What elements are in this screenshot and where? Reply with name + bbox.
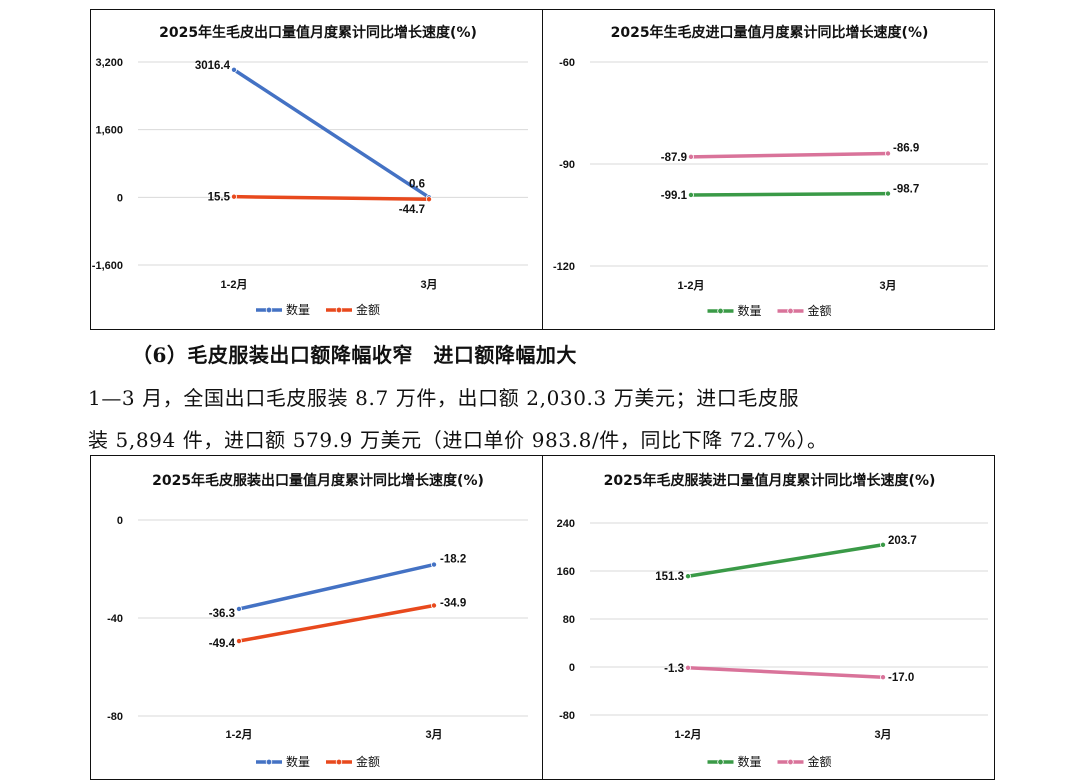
- series-line-1: [237, 603, 436, 643]
- data-point: [230, 193, 237, 200]
- series-line-1: [232, 194, 431, 201]
- chart-raw-fur-export: 2025年生毛皮出口量值月度累计同比增长速度(%) 3,200 1,600 0 -1,6…: [90, 9, 544, 330]
- legend-label: 数量: [738, 754, 762, 769]
- data-label: -44.7: [399, 204, 425, 216]
- legend-marker: [717, 758, 724, 766]
- legend-label: 数量: [286, 302, 310, 317]
- series-line-0: [232, 68, 431, 200]
- series-line-1: [686, 666, 885, 679]
- data-label: 0.6: [409, 178, 425, 190]
- chart-title: 2025年生毛皮进口量值月度累计同比增长速度(%): [611, 24, 929, 41]
- x-tick-label: 3月: [874, 728, 891, 741]
- series-line-0: [689, 191, 890, 197]
- paragraph-line-1: 1—3 月，全国出口毛皮服装 8.7 万件，出口额 2,030.3 万美元；进口…: [88, 386, 800, 410]
- x-tick-label: 3月: [425, 728, 442, 741]
- x-tick-label: 3月: [879, 279, 896, 292]
- data-point: [230, 66, 237, 73]
- data-point: [235, 638, 242, 645]
- data-label: -86.9: [893, 142, 919, 154]
- data-label: -36.3: [209, 608, 235, 620]
- y-tick-label: 3,200: [95, 57, 123, 69]
- legend-label: 金额: [808, 303, 832, 318]
- data-label: -1.3: [664, 663, 684, 675]
- y-tick-label: -120: [553, 261, 575, 273]
- legend-marker: [265, 758, 273, 766]
- data-point: [884, 150, 891, 157]
- y-tick-label: -90: [559, 159, 575, 171]
- series-line-0: [237, 562, 436, 611]
- legend-label: 金额: [356, 302, 380, 317]
- y-tick-label: 0: [569, 662, 575, 674]
- y-tick-label: 0: [117, 515, 123, 527]
- series-line-1: [689, 151, 890, 159]
- chart-fur-garment-export-svg: 2025年毛皮服装出口量值月度累计同比增长速度(%) 0 -40 -80 1-2月 3月 -…: [107, 472, 528, 769]
- data-label: 15.5: [208, 192, 231, 204]
- data-label: -34.9: [440, 598, 466, 610]
- legend-marker: [717, 307, 724, 315]
- y-tick-label: -60: [559, 57, 575, 69]
- data-point: [430, 602, 437, 609]
- data-label: 203.7: [888, 535, 917, 547]
- data-label: -98.7: [893, 184, 919, 196]
- data-point: [235, 605, 242, 612]
- legend-marker: [787, 307, 794, 315]
- chart-title: 2025年毛皮服装出口量值月度累计同比增长速度(%): [152, 472, 484, 489]
- data-point: [879, 541, 886, 548]
- legend-marker: [335, 306, 343, 314]
- data-label: -49.4: [209, 638, 236, 650]
- y-tick-label: 1,600: [95, 125, 123, 137]
- chart-fur-garment-import: 2025年毛皮服装进口量值月度累计同比增长速度(%) 240 160 80 0 -80 1-…: [542, 455, 995, 780]
- data-point: [687, 191, 694, 198]
- chart-raw-fur-import: 2025年生毛皮进口量值月度累计同比增长速度(%) -60 -90 -120 1-2月 3…: [542, 9, 995, 330]
- data-point: [684, 664, 691, 671]
- legend-marker: [787, 758, 794, 766]
- legend-label: 数量: [286, 754, 310, 769]
- y-tick-label: 240: [557, 518, 575, 530]
- data-point: [879, 674, 886, 681]
- y-tick-label: -40: [107, 613, 123, 625]
- x-tick-label: 1-2月: [226, 728, 253, 741]
- paragraph-line-2: 装 5,894 件，进口额 579.9 万美元（进口单价 983.8/件，同比下…: [88, 428, 828, 452]
- chart-title: 2025年生毛皮出口量值月度累计同比增长速度(%): [159, 24, 477, 41]
- x-tick-label: 1-2月: [675, 728, 702, 741]
- chart-raw-fur-export-svg: 2025年生毛皮出口量值月度累计同比增长速度(%) 3,200 1,600 0 -1,6…: [92, 24, 528, 317]
- chart-fur-garment-import-svg: 2025年毛皮服装进口量值月度累计同比增长速度(%) 240 160 80 0 -80 1-…: [557, 472, 988, 769]
- x-tick-label: 3月: [420, 278, 437, 291]
- data-label: 3016.4: [195, 60, 231, 72]
- data-label: -87.9: [661, 152, 687, 164]
- legend-marker: [335, 758, 343, 766]
- data-label: -99.1: [661, 190, 688, 202]
- data-label: -18.2: [440, 554, 466, 566]
- chart-title: 2025年毛皮服装进口量值月度累计同比增长速度(%): [604, 472, 936, 489]
- data-label: -17.0: [888, 672, 914, 684]
- y-tick-label: -1,600: [92, 260, 123, 272]
- x-tick-label: 1-2月: [221, 278, 248, 291]
- legend-label: 金额: [356, 754, 380, 769]
- data-point: [430, 561, 437, 568]
- data-point: [687, 153, 694, 160]
- legend-marker: [265, 306, 273, 314]
- y-tick-label: 160: [557, 566, 575, 578]
- data-point: [684, 573, 691, 580]
- y-tick-label: 80: [563, 614, 575, 626]
- chart-raw-fur-import-svg: 2025年生毛皮进口量值月度累计同比增长速度(%) -60 -90 -120 1-2月 3…: [553, 24, 988, 318]
- legend-label: 数量: [738, 303, 762, 318]
- series-line-0: [686, 543, 885, 578]
- y-tick-label: -80: [559, 710, 575, 722]
- data-point: [884, 190, 891, 197]
- section-heading: （6）毛皮服装出口额降幅收窄 进口额降幅加大: [132, 343, 577, 367]
- chart-fur-garment-export: 2025年毛皮服装出口量值月度累计同比增长速度(%) 0 -40 -80 1-2月 3月 -…: [90, 455, 544, 780]
- y-tick-label: -80: [107, 711, 123, 723]
- data-label: 151.3: [655, 571, 684, 583]
- legend-label: 金额: [808, 754, 832, 769]
- x-tick-label: 1-2月: [678, 279, 705, 292]
- y-tick-label: 0: [117, 192, 123, 204]
- data-point: [425, 196, 432, 203]
